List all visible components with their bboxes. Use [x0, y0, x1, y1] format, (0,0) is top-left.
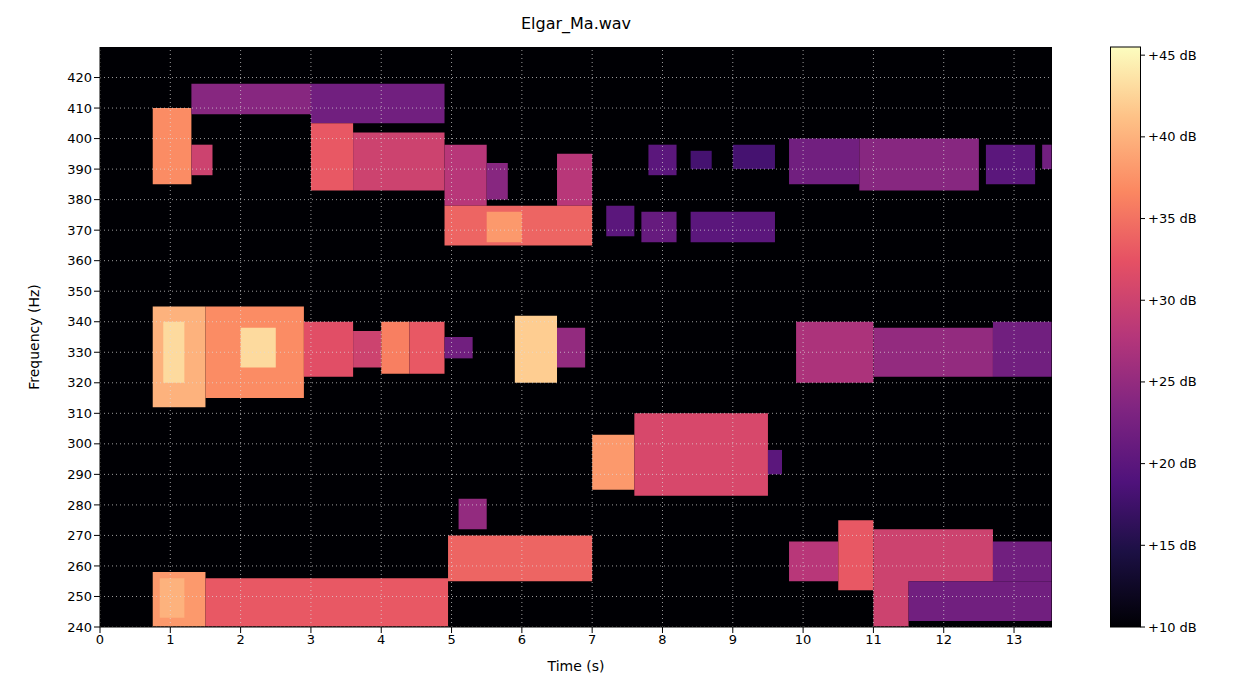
svg-text:9: 9	[729, 632, 737, 647]
svg-text:300: 300	[67, 436, 92, 451]
svg-text:12: 12	[935, 632, 952, 647]
svg-text:1: 1	[166, 632, 174, 647]
svg-text:+35 dB: +35 dB	[1148, 211, 1197, 226]
svg-text:380: 380	[67, 192, 92, 207]
svg-text:410: 410	[67, 101, 92, 116]
svg-text:+10 dB: +10 dB	[1148, 620, 1197, 635]
svg-text:+20 dB: +20 dB	[1148, 456, 1197, 471]
svg-text:6: 6	[518, 632, 526, 647]
svg-text:7: 7	[588, 632, 596, 647]
svg-text:360: 360	[67, 253, 92, 268]
svg-text:250: 250	[67, 589, 92, 604]
svg-text:290: 290	[67, 467, 92, 482]
svg-text:260: 260	[67, 559, 92, 574]
svg-text:10: 10	[795, 632, 812, 647]
svg-text:Frequency (Hz): Frequency (Hz)	[26, 284, 42, 390]
svg-text:270: 270	[67, 528, 92, 543]
svg-text:400: 400	[67, 131, 92, 146]
svg-text:+25 dB: +25 dB	[1148, 374, 1197, 389]
svg-text:2: 2	[236, 632, 244, 647]
svg-text:330: 330	[67, 345, 92, 360]
svg-text:3: 3	[307, 632, 315, 647]
svg-text:420: 420	[67, 70, 92, 85]
svg-text:Time (s): Time (s)	[547, 658, 605, 674]
svg-text:+45 dB: +45 dB	[1148, 48, 1197, 63]
svg-text:+30 dB: +30 dB	[1148, 293, 1197, 308]
svg-text:350: 350	[67, 284, 92, 299]
svg-text:340: 340	[67, 314, 92, 329]
svg-text:13: 13	[1006, 632, 1023, 647]
svg-text:+15 dB: +15 dB	[1148, 538, 1197, 553]
svg-text:5: 5	[447, 632, 455, 647]
svg-text:0: 0	[96, 632, 104, 647]
html-text:Elgar_Ma.wav: Elgar_Ma.wav	[520, 14, 632, 33]
svg-text:310: 310	[67, 406, 92, 421]
svg-text:280: 280	[67, 498, 92, 513]
svg-text:390: 390	[67, 162, 92, 177]
svg-text:+40 dB: +40 dB	[1148, 129, 1197, 144]
svg-text:370: 370	[67, 223, 92, 238]
svg-text:8: 8	[658, 632, 666, 647]
svg-text:4: 4	[377, 632, 385, 647]
svg-text:320: 320	[67, 375, 92, 390]
svg-text:240: 240	[67, 620, 92, 635]
svg-text:11: 11	[865, 632, 882, 647]
